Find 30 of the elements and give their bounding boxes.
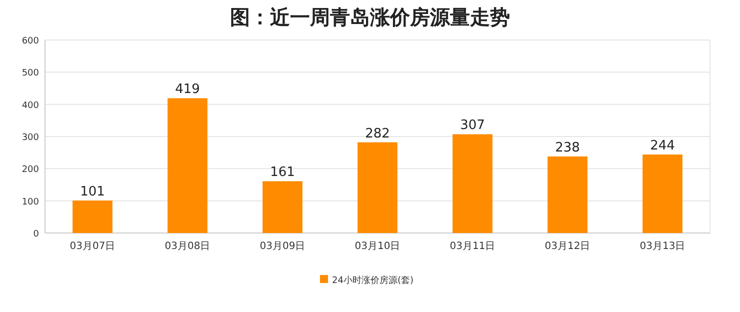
bar	[548, 156, 588, 233]
x-tick-label: 03月12日	[544, 241, 590, 252]
x-tick-label: 03月13日	[640, 241, 686, 252]
bar	[72, 200, 112, 233]
y-tick-label: 0	[33, 230, 40, 240]
data-label: 238	[555, 140, 580, 156]
legend-label: 24小时涨价房源(套)	[332, 275, 414, 286]
x-tick-label: 03月07日	[70, 241, 116, 252]
x-tick-label: 03月10日	[354, 241, 400, 252]
y-tick-label: 300	[22, 133, 40, 143]
y-tick-label: 100	[22, 197, 40, 208]
y-tick-label: 200	[22, 165, 40, 176]
y-tick-label: 500	[22, 68, 40, 79]
bar	[262, 181, 302, 233]
chart-title: 图：近一周青岛涨价房源量走势	[230, 5, 510, 29]
y-tick-label: 400	[22, 100, 40, 111]
x-tick-label: 03月11日	[450, 241, 496, 252]
data-label: 101	[80, 184, 105, 200]
bar	[358, 142, 398, 233]
data-label: 419	[175, 82, 200, 98]
x-tick-label: 03月09日	[260, 241, 306, 252]
x-tick-label: 03月08日	[164, 241, 210, 252]
bar	[452, 134, 492, 233]
data-label: 307	[460, 118, 485, 134]
bar	[168, 98, 208, 233]
bar	[642, 154, 682, 233]
data-label: 244	[650, 138, 675, 154]
data-label: 282	[365, 126, 390, 142]
y-tick-label: 600	[22, 36, 40, 46]
data-label: 161	[270, 165, 295, 180]
